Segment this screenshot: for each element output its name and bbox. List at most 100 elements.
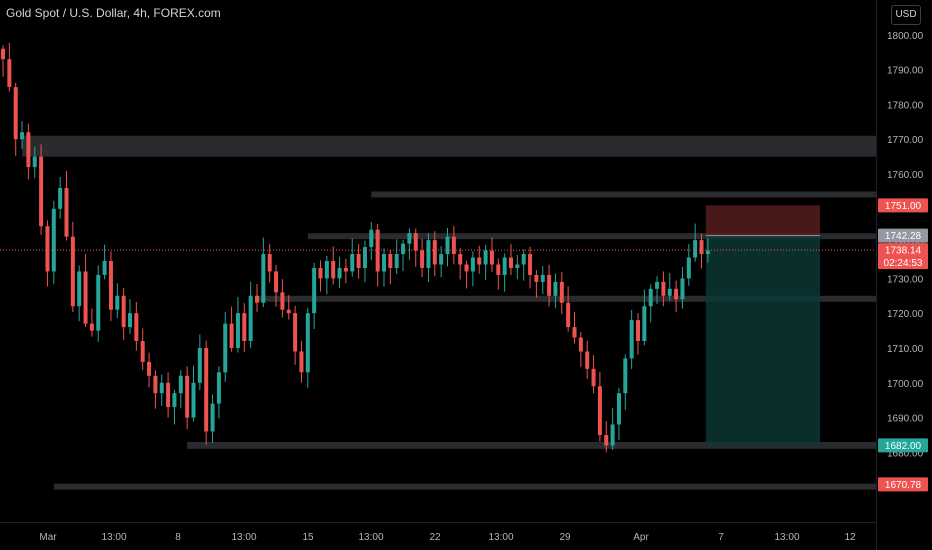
x-tick-label: Apr	[633, 532, 649, 543]
take-profit-area[interactable]	[705, 235, 820, 446]
candle	[204, 340, 209, 445]
support-resistance-zones	[22, 135, 877, 490]
candle	[382, 248, 386, 287]
candle	[121, 287, 126, 341]
candle	[578, 332, 583, 367]
candle	[83, 254, 88, 328]
candle	[616, 387, 621, 440]
candle	[585, 340, 590, 379]
candle	[77, 265, 82, 322]
y-tick-label: 1730.00	[887, 274, 924, 285]
candle	[1, 45, 5, 77]
candle	[166, 372, 171, 418]
candle	[509, 243, 513, 276]
candle	[528, 246, 533, 289]
candle	[420, 238, 425, 278]
x-tick-label: 7	[718, 532, 724, 543]
candle	[185, 366, 190, 430]
candle	[655, 276, 660, 304]
candle	[280, 279, 285, 318]
candle	[242, 303, 247, 352]
candle	[153, 370, 158, 409]
candle	[667, 272, 672, 301]
candle	[464, 260, 469, 289]
svg-text:1751.00: 1751.00	[885, 201, 922, 212]
sr-zone[interactable]	[53, 483, 877, 490]
candle	[197, 334, 202, 391]
candle	[20, 121, 25, 149]
y-tick-label: 1690.00	[887, 414, 924, 425]
candle	[610, 408, 615, 450]
y-tick-label: 1720.00	[887, 309, 924, 320]
candle	[534, 270, 539, 298]
candle	[343, 258, 348, 284]
time-axis: Mar 13:00 8 13:00 15 13:00 22 13:00 29 Apr 7 13:00 1…	[39, 532, 856, 543]
x-tick-label: 22	[429, 532, 441, 543]
candle	[134, 301, 139, 351]
candle	[7, 42, 12, 92]
candle	[693, 223, 698, 262]
bar-countdown: 02:24:53	[884, 258, 923, 269]
price-labels: 1751.001742.281738.1402:24:531682.001670…	[878, 198, 928, 492]
candle	[369, 221, 374, 261]
candle	[210, 394, 215, 444]
price-axis-separator	[876, 0, 877, 550]
candle	[216, 366, 221, 419]
y-tick-label: 1800.00	[887, 31, 924, 42]
candle	[70, 221, 75, 313]
candle	[255, 284, 259, 312]
candle	[572, 312, 577, 344]
candle	[51, 200, 56, 285]
candle	[388, 249, 393, 285]
candle	[64, 170, 69, 241]
candle	[426, 233, 431, 282]
candle	[13, 82, 18, 156]
candle	[324, 255, 329, 295]
x-tick-label: 8	[175, 532, 181, 543]
candle	[147, 352, 152, 388]
x-tick-label: 29	[559, 532, 571, 543]
time-axis-separator	[0, 522, 876, 523]
candle	[451, 226, 456, 265]
candle	[686, 244, 691, 286]
sr-zone[interactable]	[22, 135, 877, 157]
svg-text:1682.00: 1682.00	[885, 441, 922, 452]
sr-zone[interactable]	[371, 191, 876, 198]
candle	[356, 243, 361, 279]
candle	[489, 237, 494, 273]
chart-title: Gold Spot / U.S. Dollar, 4h, FOREX.com	[6, 6, 221, 20]
svg-text:1742.28: 1742.28	[885, 231, 922, 242]
currency-button[interactable]: USD	[891, 5, 921, 25]
candle	[502, 253, 507, 292]
candle	[394, 239, 399, 275]
candle	[477, 245, 482, 274]
candle	[115, 283, 120, 319]
candle	[229, 306, 234, 352]
candle	[401, 239, 406, 272]
y-tick-label: 1780.00	[887, 100, 924, 111]
candle	[496, 258, 501, 290]
candle	[293, 305, 298, 365]
sr-zone[interactable]	[257, 295, 876, 302]
candle	[58, 176, 63, 219]
candle	[274, 264, 279, 307]
candle	[604, 421, 609, 453]
price-label: 1682.00	[878, 438, 928, 453]
candle	[515, 254, 520, 280]
candle	[445, 228, 450, 267]
candle	[191, 365, 196, 422]
sr-zone[interactable]	[187, 441, 876, 449]
candle	[458, 248, 463, 280]
candle	[235, 296, 240, 353]
candle	[140, 328, 145, 371]
short-position-tool	[705, 205, 820, 446]
stop-loss-area[interactable]	[705, 205, 820, 236]
candle	[89, 308, 94, 337]
candle	[248, 281, 253, 348]
y-tick-label: 1760.00	[887, 170, 924, 181]
x-tick-label: 13:00	[488, 532, 513, 543]
candle	[299, 340, 304, 383]
sr-zone[interactable]	[307, 233, 876, 240]
x-tick-label: 13:00	[101, 532, 126, 543]
